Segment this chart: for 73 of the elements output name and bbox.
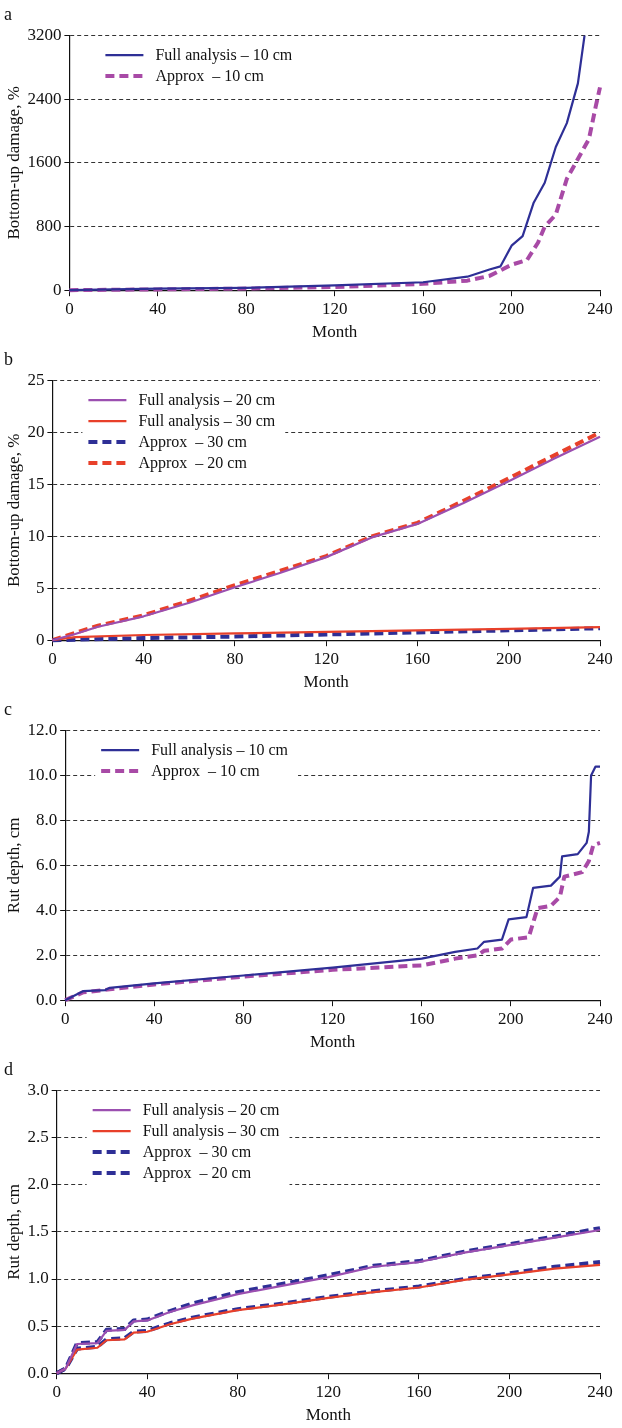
x-tick-label: 120: [319, 1008, 346, 1028]
y-axis-title: Bottom-up damage, %: [3, 86, 23, 240]
y-tick-label: 1.5: [27, 1221, 49, 1241]
x-tick-label: 240: [587, 298, 613, 318]
legend-label: Full analysis – 10 cm: [155, 46, 293, 65]
x-tick-label: 120: [315, 1381, 342, 1401]
legend-label: Full analysis – 10 cm: [151, 741, 289, 760]
legend-label: Full analysis – 20 cm: [142, 1101, 281, 1120]
x-tick-label: 80: [237, 298, 255, 318]
y-tick-label: 12.0: [27, 720, 58, 740]
y-tick-label: 6.0: [35, 854, 58, 874]
legend-label: Approx – 20 cm: [142, 1164, 252, 1183]
x-tick-label: 200: [498, 298, 525, 318]
chart-title: a: [4, 3, 12, 24]
x-tick-label: 40: [138, 1381, 156, 1401]
legend-label: Full analysis – 30 cm: [138, 412, 276, 431]
legend-label: Approx – 10 cm: [151, 762, 261, 781]
x-tick-label: 120: [321, 298, 348, 318]
y-tick-label: 1600: [27, 152, 62, 172]
y-tick-label: 0.5: [27, 1315, 49, 1335]
y-tick-label: 0.0: [27, 1362, 49, 1382]
y-tick-label: 10.0: [27, 765, 58, 784]
x-tick-label: 160: [408, 1008, 435, 1028]
y-axis-title: Rut depth, cm: [3, 1183, 23, 1280]
legend-label: Full analysis – 30 cm: [142, 1122, 281, 1141]
x-tick-label: 40: [145, 1008, 163, 1028]
x-tick-label: 160: [410, 298, 436, 318]
x-axis-title: Month: [312, 322, 358, 342]
y-tick-label: 0: [52, 279, 62, 299]
y-tick-label: 8.0: [35, 809, 58, 829]
x-axis-title: Month: [303, 672, 350, 692]
x-tick-label: 200: [495, 648, 522, 668]
chart-title: b: [4, 348, 13, 369]
y-tick-label: 10: [27, 525, 45, 545]
x-tick-label: 80: [226, 648, 244, 668]
x-tick-label: 240: [587, 1381, 613, 1401]
legend-label: Approx – 30 cm: [138, 433, 248, 452]
x-tick-label: 80: [229, 1381, 247, 1401]
x-tick-label: 40: [135, 648, 153, 668]
y-tick-label: 2.0: [27, 1174, 49, 1194]
y-axis-title: Rut depth, cm: [3, 817, 23, 914]
x-tick-label: 80: [234, 1008, 252, 1028]
y-tick-label: 15: [27, 473, 45, 493]
x-tick-label: 160: [406, 1381, 432, 1401]
legend-label: Approx – 30 cm: [142, 1143, 252, 1162]
y-tick-label: 0.0: [35, 989, 58, 1009]
y-tick-label: 2.5: [27, 1127, 49, 1147]
chart-title: d: [4, 1058, 13, 1079]
x-tick-label: 40: [149, 298, 167, 318]
x-axis-title: Month: [305, 1405, 352, 1425]
x-tick-label: 200: [496, 1381, 523, 1401]
legend-label: Approx – 20 cm: [138, 454, 248, 473]
y-tick-label: 5: [35, 577, 45, 597]
chart-title: c: [4, 698, 12, 719]
y-tick-label: 800: [35, 216, 62, 236]
y-tick-label: 2400: [27, 88, 62, 108]
y-tick-label: 2.0: [35, 944, 58, 964]
x-tick-label: 200: [498, 1008, 524, 1028]
x-tick-label: 240: [587, 1008, 613, 1028]
y-tick-label: 3200: [27, 25, 62, 45]
legend-label: Approx – 10 cm: [155, 67, 265, 86]
y-tick-label: 3.0: [27, 1080, 49, 1100]
legend-label: Full analysis – 20 cm: [138, 391, 276, 410]
x-axis-title: Month: [309, 1032, 356, 1052]
y-tick-label: 4.0: [35, 899, 58, 919]
y-tick-label: 25: [27, 370, 45, 390]
x-tick-label: 160: [404, 648, 431, 668]
x-tick-label: 120: [313, 648, 339, 668]
x-tick-label: 240: [587, 648, 613, 668]
y-axis-title: Bottom-up damage, %: [3, 433, 23, 588]
y-tick-label: 1.0: [27, 1268, 49, 1288]
y-tick-label: 0: [35, 629, 45, 649]
y-tick-label: 20: [27, 421, 45, 441]
